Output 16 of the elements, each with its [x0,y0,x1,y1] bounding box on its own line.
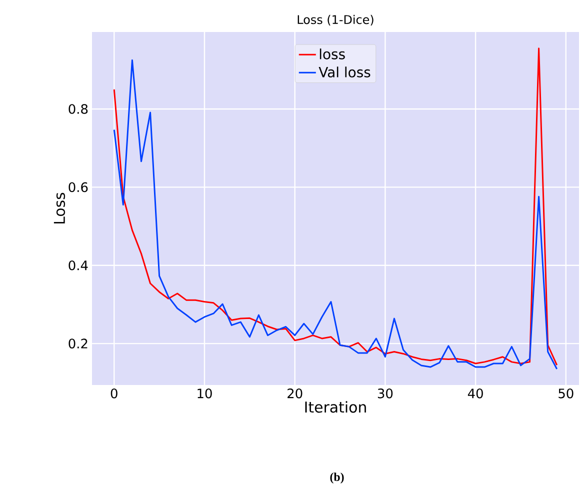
x-tick-label: 40 [468,388,483,398]
x-tick-label: 30 [378,388,393,398]
legend-label: Val loss [318,66,370,78]
x-tick-label: 20 [288,388,302,398]
x-axis-title: Iteration [305,401,366,413]
text: (b) [330,472,344,484]
x-tick-label: 50 [558,388,574,398]
y-tick-label: 0.6 [68,182,88,192]
y-tick-label: 0.2 [68,338,88,348]
y-tick-label: 0.8 [68,104,88,114]
x-tick-label: 10 [198,388,212,398]
x-tick-label: 0 [110,388,118,398]
legend-label: loss [320,48,345,60]
y-axis-title: Loss [54,192,66,224]
y-tick-label: 0.4 [68,260,88,270]
chart-title: Loss (1-Dice) [298,14,374,26]
